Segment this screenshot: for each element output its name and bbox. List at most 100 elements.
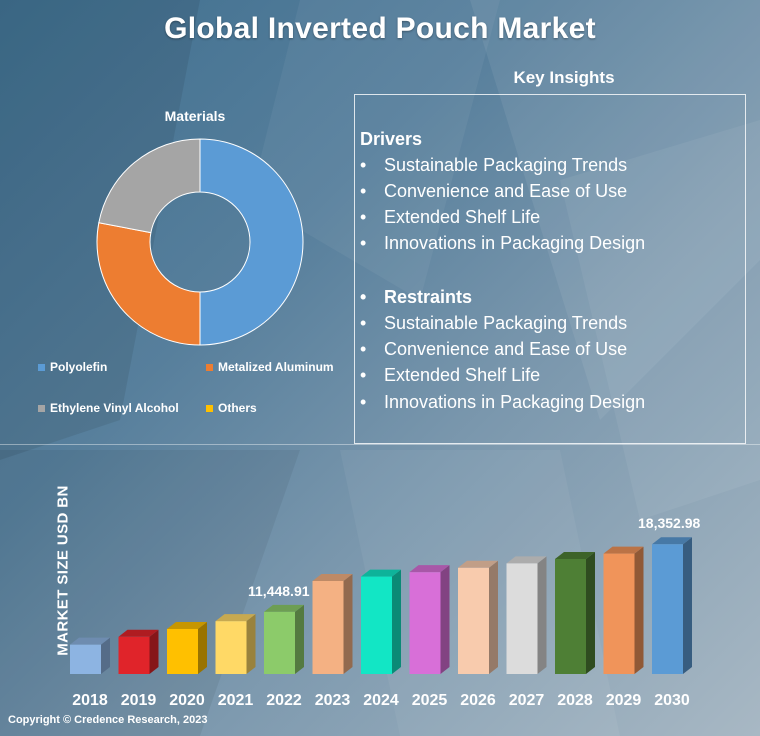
data-label-2030: 18,352.98	[638, 515, 701, 532]
bar-side	[392, 569, 401, 674]
bar-front	[118, 636, 150, 674]
x-tick-label-2030: 2030	[654, 692, 690, 709]
bar-top	[312, 573, 353, 581]
section-divider	[0, 444, 760, 445]
x-tick-label-2029: 2029	[605, 692, 642, 709]
x-tick-label-2022: 2022	[266, 692, 302, 709]
x-tick-label-2021: 2021	[217, 692, 254, 709]
bar-side	[440, 565, 450, 674]
legend-label-polyolefin: Polyolefin	[50, 360, 108, 374]
drivers-heading: Drivers	[360, 129, 423, 149]
legend-swatch-polyolefin	[38, 363, 45, 371]
bar-side	[586, 551, 595, 674]
legend-swatch-ethylene-vinyl-alcohol	[38, 404, 45, 412]
bar-front	[167, 628, 198, 674]
x-tick-label-2019: 2019	[120, 692, 157, 709]
restraint-item: • Convenience and Ease of Use	[360, 339, 628, 359]
bar-top	[264, 604, 304, 612]
bar-front	[215, 621, 247, 674]
x-tick-label-2020: 2020	[169, 692, 205, 709]
bar-2020	[167, 621, 207, 674]
x-tick-label-2027: 2027	[508, 692, 545, 709]
bar-top	[167, 621, 207, 629]
legend-swatch-others	[206, 404, 213, 412]
bar-2024	[361, 569, 401, 674]
bar-top	[70, 637, 110, 645]
key-insights-box	[354, 94, 746, 444]
restraint-item: • Innovations in Packaging Design	[360, 392, 646, 412]
restraints-heading: • Restraints	[360, 287, 473, 307]
restraint-item: • Sustainable Packaging Trends	[360, 313, 628, 333]
legend-item-others: Others	[206, 401, 257, 415]
bar-front	[264, 611, 295, 674]
x-tick-label-2018: 2018	[72, 692, 108, 709]
bar-2023	[312, 573, 353, 674]
bar-side	[101, 637, 110, 674]
x-tick-label-2028: 2028	[557, 692, 593, 709]
bar-front	[312, 580, 344, 674]
legend-item-metalized-aluminum: Metalized Aluminum	[206, 360, 334, 374]
bar-side	[246, 614, 256, 674]
bar-side	[537, 556, 547, 674]
x-tick-label-2024: 2024	[363, 692, 399, 709]
donut-slice-polyolefin	[199, 138, 304, 346]
data-label-2022: 11,448.91	[248, 582, 310, 599]
bar-side	[489, 560, 498, 674]
bar-top	[409, 565, 450, 573]
bar-top	[361, 569, 401, 577]
bar-2025	[409, 565, 450, 674]
key-insights-heading: Key Insights	[513, 68, 615, 87]
legend-label-others: Others	[218, 401, 257, 415]
bar-front	[70, 644, 101, 674]
page-title: Global Inverted Pouch Market	[164, 12, 596, 45]
legend-label-metalized-aluminum: Metalized Aluminum	[218, 360, 334, 374]
donut-chart-title: Materials	[164, 108, 226, 124]
bar-2021	[215, 614, 256, 674]
bar-front	[361, 576, 392, 674]
bar-front	[603, 553, 635, 674]
bar-side	[198, 621, 207, 674]
x-tick-label-2026: 2026	[460, 692, 496, 709]
bar-front	[506, 563, 538, 674]
x-tick-label-2023: 2023	[314, 692, 351, 709]
donut-slice-ethylene-vinyl-alcohol	[98, 138, 201, 234]
bar-2019	[118, 629, 159, 674]
driver-item: • Innovations in Packaging Design	[360, 233, 646, 253]
driver-item: • Sustainable Packaging Trends	[360, 155, 628, 175]
bar-top	[215, 614, 256, 622]
bar-2026	[458, 560, 498, 674]
bar-2018	[70, 637, 110, 674]
donut-slice-metalized-aluminum	[96, 222, 201, 346]
bar-side	[683, 537, 692, 674]
bar-2027	[506, 556, 547, 674]
materials-donut-chart	[96, 138, 304, 346]
legend-item-polyolefin: Polyolefin	[38, 360, 107, 374]
bar-top	[118, 629, 159, 637]
x-tick-label-2025: 2025	[411, 692, 448, 709]
bar-side	[149, 629, 159, 674]
bar-2030	[652, 537, 692, 674]
bar-front	[458, 567, 489, 674]
driver-item: • Extended Shelf Life	[360, 207, 541, 227]
bar-front	[409, 572, 441, 674]
bar-2028	[555, 551, 595, 674]
restraint-item: • Extended Shelf Life	[360, 365, 541, 385]
copyright-text: Copyright © Credence Research, 2023	[8, 714, 208, 726]
bar-side	[343, 573, 353, 674]
bar-top	[652, 537, 692, 545]
bar-front	[652, 544, 683, 674]
driver-item: • Convenience and Ease of Use	[360, 181, 628, 201]
legend-label-ethylene-vinyl-alcohol: Ethylene Vinyl Alcohol	[50, 401, 179, 415]
legend-swatch-metalized-aluminum	[206, 363, 213, 371]
bar-front	[555, 558, 586, 674]
bar-top	[506, 556, 547, 564]
bar-2029	[603, 546, 644, 674]
bar-top	[555, 551, 595, 559]
bar-top	[603, 546, 644, 554]
legend-item-ethylene-vinyl-alcohol: Ethylene Vinyl Alcohol	[38, 401, 179, 415]
bar-2022	[264, 604, 304, 674]
bar-side	[634, 546, 644, 674]
bar-top	[458, 560, 498, 568]
